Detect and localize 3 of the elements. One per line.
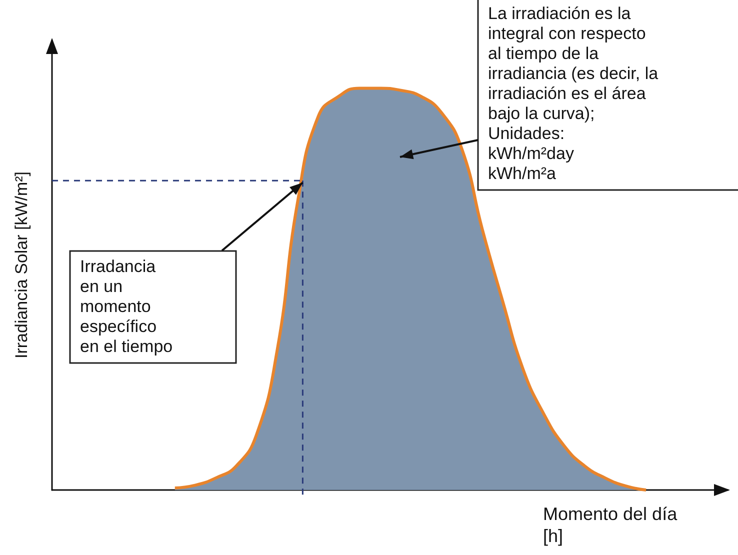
text: La irradiación es la integral con respecto al tiempo de la irradiancia (es decir, la irradiación es el área bajo la curva); Unidades: kWh/m²day kWh/m²a <box>488 4 658 183</box>
y-axis-title: Irradiancia Solar [kW/m²] <box>12 171 31 359</box>
x-axis-title: Momento del día [h] <box>543 503 678 547</box>
